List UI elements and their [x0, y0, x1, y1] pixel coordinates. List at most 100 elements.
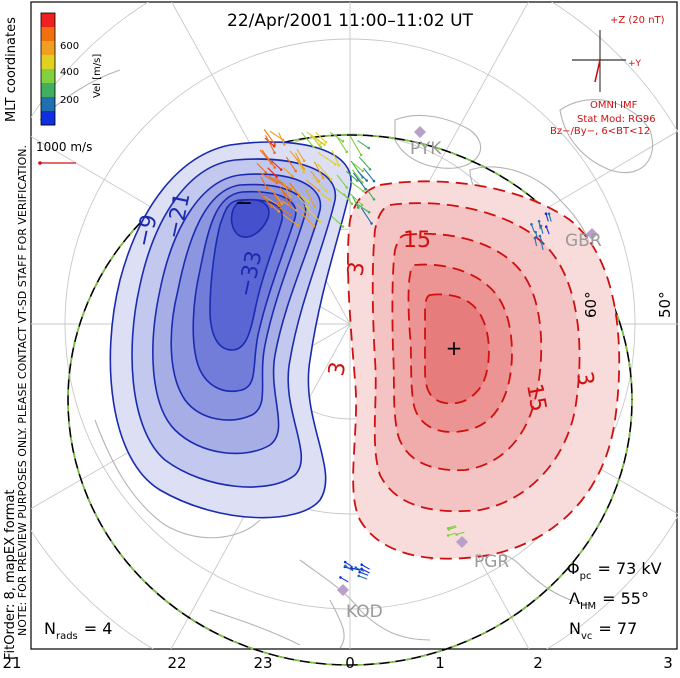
potential-minimum-marker: −	[235, 191, 253, 216]
velocity-vector	[352, 196, 359, 208]
velocity-vector	[357, 170, 368, 181]
nvc-value: = 77	[598, 619, 637, 638]
imf-y-label: +Y	[628, 59, 642, 69]
velocity-vector	[260, 176, 268, 189]
velocity-vector	[361, 568, 370, 574]
velocity-vector	[447, 525, 456, 529]
velocity-vector	[316, 163, 332, 180]
velocity-vector	[313, 161, 324, 179]
velocity-vector	[330, 131, 344, 142]
station-kod: KOD	[346, 602, 383, 622]
velocity-vector	[365, 187, 375, 200]
contour-label-pos-1: 15	[403, 228, 431, 253]
velocity-vector	[315, 132, 327, 143]
latitude-label-60: 60°	[582, 291, 600, 318]
station-pgr: PGR	[474, 552, 509, 572]
velocity-vector	[257, 190, 273, 208]
nrads-sub: rads	[56, 631, 78, 642]
negative-potential-cell	[109, 141, 352, 519]
mlt-label-3: 3	[663, 654, 673, 672]
mlt-label-22: 22	[167, 654, 186, 672]
positive-potential-cell	[347, 180, 621, 560]
velocity-vector	[263, 128, 276, 145]
velocity-vector	[448, 526, 457, 530]
nvc-stat: Nvc = 77	[569, 619, 637, 642]
colorbar-swatch	[41, 97, 55, 112]
colorbar-tick-200: 200	[60, 95, 79, 106]
velocity-vector	[534, 237, 538, 247]
velocity-vector	[540, 241, 544, 251]
velocity-vector	[282, 213, 299, 226]
phi-value: = 73 kV	[597, 559, 661, 578]
mlt-axis: 21 22 23 0 1 2 3	[2, 654, 672, 672]
velocity-vector	[357, 140, 370, 149]
velocity-vector	[301, 132, 314, 148]
latitude-label-50: 50°	[656, 291, 674, 318]
velocity-vector	[259, 172, 278, 184]
contour-label-pos-5: 3	[324, 360, 351, 378]
imf-z-label: +Z (20 nT)	[610, 15, 665, 26]
velocity-vector	[540, 225, 544, 234]
velocity-vector	[285, 156, 297, 172]
lambda-sub: HM	[580, 601, 596, 612]
velocity-vector	[271, 160, 282, 171]
velocity-vector	[539, 235, 544, 244]
imf-source: OMNI IMF	[590, 100, 638, 111]
velocity-vector	[538, 221, 541, 230]
fit-statistics: Φpc = 73 kV ΛHM = 55° Nvc = 77 Nrads = 4	[44, 559, 662, 642]
fit-order-note: FitOrder: 8, mapEX format	[3, 489, 18, 660]
velocity-vector	[281, 200, 297, 211]
velocity-vector	[279, 207, 291, 216]
imf-panel: +Z (20 nT) +Y OMNI IMF Stat Mod: RG96 Bz…	[550, 15, 665, 137]
mlt-label-2: 2	[533, 654, 543, 672]
contour-label-pos-2: 3	[343, 260, 370, 278]
velocity-vector	[358, 156, 371, 170]
velocity-vector	[310, 134, 320, 146]
velocity-vector	[281, 190, 292, 207]
velocity-vector	[268, 175, 288, 188]
velocity-vector	[548, 213, 552, 222]
velocity-vector	[269, 130, 284, 141]
velocity-vector	[289, 182, 300, 196]
velocity-vector	[344, 561, 353, 568]
potential-maximum-marker: +	[446, 336, 463, 360]
nvc-symbol: N	[569, 619, 581, 638]
lambda-hm-stat: ΛHM = 55°	[569, 589, 649, 612]
velocity-vector	[265, 135, 276, 153]
colorbar-swatch	[41, 41, 55, 56]
velocity-vector	[296, 203, 309, 216]
velocity-vector	[331, 215, 344, 227]
velocity-vector	[363, 167, 375, 182]
reference-vector: 1000 m/s	[36, 140, 92, 165]
velocity-vector	[282, 182, 291, 197]
nrads-value: = 4	[84, 619, 113, 638]
colorbar-swatch	[41, 55, 55, 70]
velocity-vector	[358, 575, 368, 580]
phi-pc-stat: Φpc = 73 kV	[567, 559, 662, 582]
imf-stat-mod: Stat Mod: RG96	[577, 114, 656, 125]
colorbar-tick-600: 600	[60, 41, 79, 52]
phi-sub: pc	[580, 571, 592, 582]
velocity-vector	[301, 213, 315, 227]
velocity-vector	[269, 186, 283, 204]
colorbar-swatch	[41, 27, 55, 42]
velocity-vector	[256, 162, 267, 173]
velocity-vector	[340, 576, 349, 583]
velocity-colorbar: 600 400 200 Vel [m/s]	[40, 12, 103, 126]
velocity-vector	[545, 213, 549, 222]
velocity-vector	[349, 193, 363, 206]
preview-note: NOTE: FOR PREVIEW PURPOSES ONLY. PLEASE …	[16, 145, 29, 636]
mlt-label-0: 0	[345, 654, 355, 672]
velocity-vector	[279, 187, 292, 201]
nrads-symbol: N	[44, 619, 56, 638]
velocity-vector	[305, 179, 320, 191]
colorbar-swatch	[41, 111, 55, 126]
velocity-vector	[283, 167, 293, 177]
velocity-vector	[261, 149, 276, 168]
velocity-vector	[272, 191, 281, 206]
phi-symbol: Φ	[567, 559, 580, 578]
velocity-vector	[361, 564, 370, 570]
contour-label-pos-3: 15	[521, 382, 550, 414]
